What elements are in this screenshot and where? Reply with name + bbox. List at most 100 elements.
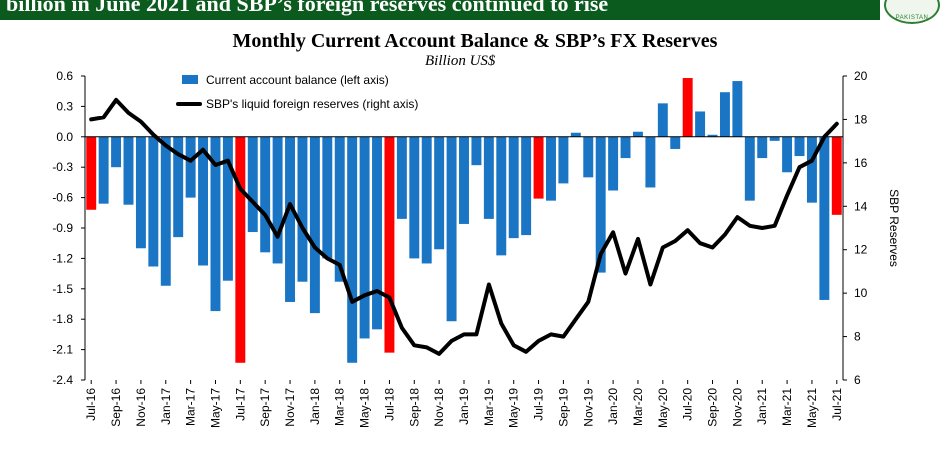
bar	[247, 136, 258, 233]
legend-line-label: SBP's liquid foreign reserves (right axi…	[206, 97, 418, 111]
left-tick-label: -0.9	[52, 221, 73, 235]
bar	[334, 136, 345, 282]
x-tick-label: Sep-16	[109, 388, 123, 427]
left-tick-label: -1.5	[52, 282, 73, 296]
bar	[210, 136, 221, 312]
bar	[782, 136, 793, 173]
x-tick-label: Jul-19	[532, 388, 546, 421]
bar	[459, 136, 469, 224]
bar	[111, 136, 122, 168]
bar	[670, 136, 681, 149]
right-tick-label: 20	[854, 69, 868, 83]
bar	[222, 136, 233, 281]
x-tick-label: May-18	[358, 388, 372, 428]
left-tick-label: 0.3	[56, 99, 73, 113]
bar	[235, 136, 246, 363]
right-tick-label: 14	[854, 199, 868, 213]
bar	[148, 136, 159, 267]
bar	[297, 136, 308, 282]
left-tick-label: -1.8	[52, 312, 73, 326]
x-tick-label: Nov-19	[581, 388, 595, 427]
bar	[421, 136, 432, 264]
bar	[198, 136, 209, 266]
x-tick-label: Mar-20	[631, 388, 645, 426]
left-tick-label: -0.3	[52, 160, 73, 174]
bar	[185, 136, 196, 198]
bar	[719, 92, 730, 137]
x-tick-label: May-21	[805, 388, 819, 428]
bar	[595, 136, 606, 273]
bar	[769, 136, 780, 141]
bar	[483, 136, 494, 219]
right-tick-label: 6	[854, 373, 861, 387]
bar	[608, 136, 619, 191]
bar	[496, 136, 507, 256]
logo-text: PAKISTAN	[895, 15, 929, 21]
bar	[645, 136, 656, 188]
x-tick-label: Jan-19	[457, 388, 471, 425]
x-tick-label: Jan-17	[159, 388, 173, 425]
bar	[409, 136, 420, 259]
x-tick-label: Mar-19	[482, 388, 496, 426]
bar	[471, 136, 482, 166]
x-tick-label: Nov-18	[432, 388, 446, 427]
bar	[657, 103, 668, 137]
bar	[533, 136, 544, 199]
x-tick-label: Nov-17	[283, 388, 297, 427]
bar	[446, 136, 457, 322]
bar	[695, 111, 706, 137]
legend-bar-swatch	[182, 75, 198, 84]
x-tick-label: Sep-17	[258, 388, 272, 427]
bar	[322, 136, 333, 259]
left-tick-label: -0.6	[52, 191, 73, 205]
bar	[744, 136, 755, 201]
bar	[632, 131, 643, 137]
bar	[570, 132, 581, 137]
bar	[546, 136, 556, 201]
x-tick-label: May-20	[656, 388, 670, 428]
bar	[359, 136, 370, 339]
left-tick-label: 0.0	[56, 130, 73, 144]
sbp-logo: PAKISTAN	[884, 0, 940, 24]
bar	[732, 81, 743, 137]
bar	[372, 136, 382, 330]
bar	[831, 136, 842, 215]
bar	[347, 136, 358, 363]
x-tick-label: May-17	[208, 388, 222, 428]
chart-title: Monthly Current Account Balance & SBP’s …	[232, 30, 718, 52]
x-tick-label: Mar-17	[184, 388, 198, 426]
x-tick-label: Jul-20	[681, 388, 695, 421]
bar	[521, 136, 532, 236]
x-tick-label: Nov-16	[134, 388, 148, 427]
bar	[160, 136, 171, 286]
left-tick-label: -1.2	[52, 251, 73, 265]
bar	[285, 136, 296, 302]
bar	[806, 136, 817, 203]
x-tick-label: Jul-16	[84, 388, 98, 421]
x-tick-label: Jan-21	[755, 388, 769, 425]
right-axis-label: SBP Reserves	[887, 189, 901, 267]
legend-bar-label: Current account balance (left axis)	[206, 73, 389, 87]
right-tick-label: 12	[854, 243, 868, 257]
right-tick-label: 18	[854, 112, 868, 126]
bar	[434, 136, 445, 250]
bar	[819, 136, 830, 300]
bar	[620, 136, 631, 159]
left-tick-label: -2.1	[52, 343, 73, 357]
x-tick-label: Jul-21	[830, 388, 844, 421]
bar	[558, 136, 569, 184]
x-tick-label: Mar-21	[780, 388, 794, 426]
left-tick-label: -2.4	[52, 373, 73, 387]
bar	[682, 78, 693, 137]
header-banner: billion in June 2021 and SBP’s foreign r…	[0, 0, 880, 20]
x-tick-label: Sep-20	[706, 388, 720, 427]
bar	[583, 136, 594, 178]
left-tick-label: 0.6	[56, 69, 73, 83]
bar	[707, 134, 718, 137]
bar	[173, 136, 184, 238]
x-tick-label: Mar-18	[333, 388, 347, 426]
bar	[309, 136, 320, 314]
bar	[384, 136, 395, 353]
right-tick-label: 10	[854, 286, 868, 300]
